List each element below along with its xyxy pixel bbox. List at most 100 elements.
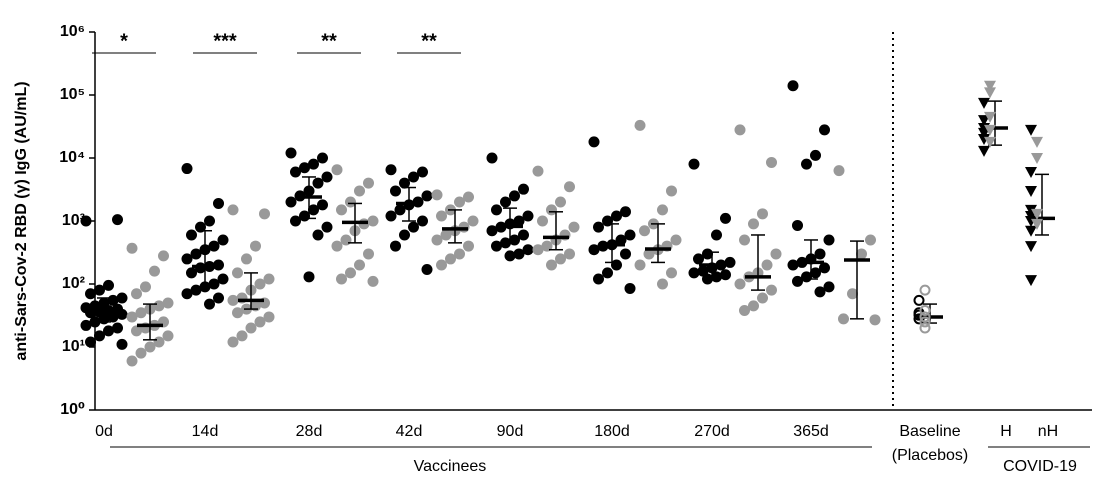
data-point <box>385 164 397 176</box>
data-point <box>555 253 566 265</box>
data-point <box>317 199 328 211</box>
data-point <box>463 240 474 252</box>
data-point <box>208 240 220 252</box>
data-point <box>232 307 243 319</box>
significance-label: ** <box>321 30 337 52</box>
data-point <box>331 164 343 176</box>
data-point <box>1025 225 1037 237</box>
significance-label: * <box>120 30 128 52</box>
data-point <box>748 300 759 312</box>
data-point <box>1025 185 1037 197</box>
data-point <box>702 248 713 260</box>
data-point <box>345 267 356 279</box>
data-point <box>181 253 193 265</box>
data-point <box>720 269 731 281</box>
data-point <box>308 158 319 170</box>
data-point <box>285 147 297 159</box>
data-point <box>1031 153 1043 164</box>
y-tick-label: 10² <box>62 275 85 292</box>
data-point <box>978 115 990 127</box>
data-point <box>126 355 138 367</box>
data-point <box>463 191 474 203</box>
data-point <box>290 166 301 178</box>
data-point <box>748 218 759 230</box>
data-point <box>1031 218 1043 230</box>
data-point <box>135 347 147 359</box>
data-point <box>94 330 105 342</box>
data-point <box>259 208 270 220</box>
data-point <box>1031 136 1043 148</box>
data-point <box>711 229 722 241</box>
data-point <box>445 253 456 265</box>
data-point <box>181 163 193 175</box>
data-point <box>80 319 92 331</box>
data-point <box>236 330 248 342</box>
data-point <box>431 234 443 246</box>
data-point <box>978 127 990 139</box>
data-point <box>440 229 452 241</box>
data-point <box>131 288 142 300</box>
data-point <box>126 311 138 323</box>
data-point <box>131 325 142 337</box>
data-point <box>913 294 925 306</box>
data-point <box>532 244 544 256</box>
data-point <box>792 219 803 231</box>
data-point <box>263 311 275 323</box>
y-tick-label: 10⁰ <box>60 401 85 418</box>
data-point <box>213 197 224 209</box>
x-tick-label: 365d <box>793 423 829 440</box>
data-point <box>593 273 604 285</box>
data-point <box>436 210 447 222</box>
data-point <box>491 204 502 216</box>
data-point <box>85 336 96 348</box>
data-point <box>153 300 165 312</box>
data-point <box>336 204 347 216</box>
data-point <box>303 271 315 283</box>
data-point <box>657 278 668 290</box>
data-point <box>336 273 347 285</box>
data-point <box>421 190 433 202</box>
data-point <box>245 322 257 334</box>
data-point <box>162 330 174 342</box>
data-point <box>919 311 931 323</box>
data-point <box>847 288 858 300</box>
data-point <box>984 80 996 92</box>
data-point <box>149 265 160 277</box>
data-point <box>340 234 352 246</box>
data-point <box>814 248 826 260</box>
x-tick-label: 42d <box>396 423 423 440</box>
data-point <box>321 171 333 183</box>
data-point <box>865 234 876 246</box>
x-tick-label: nH <box>1038 423 1058 440</box>
data-point <box>564 248 575 260</box>
data-point <box>984 124 996 136</box>
data-point <box>436 259 447 271</box>
data-point <box>518 183 529 195</box>
data-point <box>833 165 845 177</box>
data-point <box>1025 204 1037 216</box>
data-point <box>666 267 677 279</box>
data-point <box>94 284 105 296</box>
data-point <box>116 338 128 350</box>
data-point <box>367 215 379 227</box>
data-point <box>611 210 622 222</box>
data-point <box>80 215 92 227</box>
data-point <box>232 267 243 279</box>
data-point <box>162 297 174 309</box>
data-point <box>792 275 803 287</box>
data-point <box>984 111 996 123</box>
data-point <box>317 152 328 164</box>
significance-label: ** <box>421 30 437 52</box>
data-point <box>408 171 419 183</box>
data-point <box>757 292 768 304</box>
data-point <box>112 322 123 334</box>
data-point <box>509 190 520 202</box>
x-tick-label: Baseline <box>899 423 960 440</box>
data-point <box>657 204 668 216</box>
data-point <box>739 304 750 316</box>
data-point <box>504 250 516 262</box>
data-point <box>513 215 525 227</box>
data-point <box>263 273 275 285</box>
data-point <box>107 311 119 323</box>
